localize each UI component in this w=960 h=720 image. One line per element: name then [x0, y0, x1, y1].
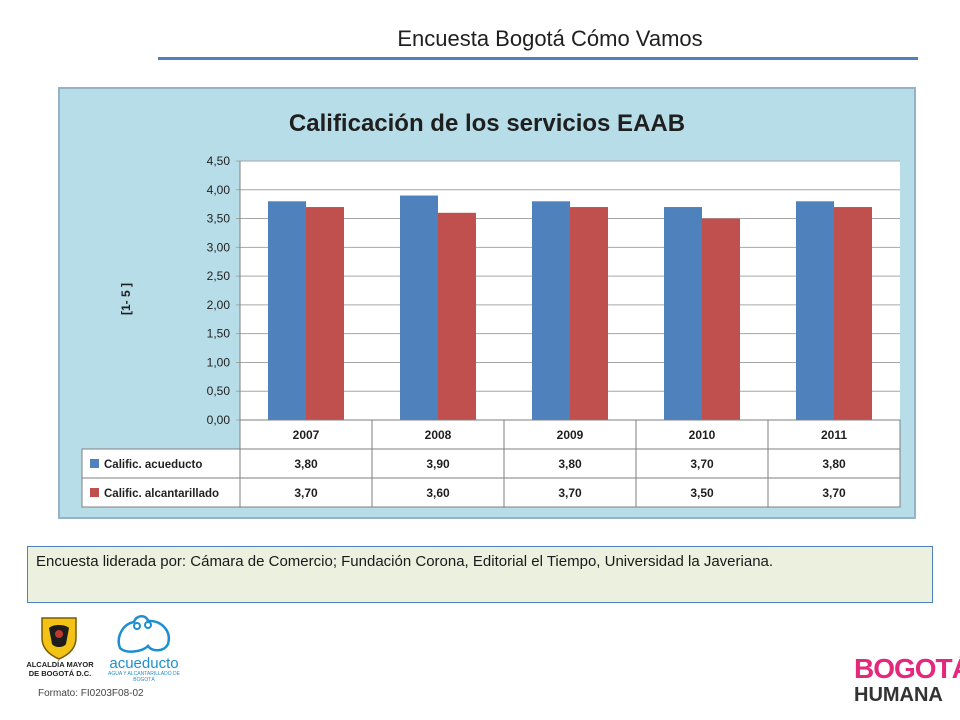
bar-alcantarillado	[702, 218, 740, 420]
x-tick-label: 2008	[425, 428, 452, 442]
bar-chart: Calificación de los servicios EAAB [1- 5…	[81, 110, 901, 508]
bar-alcantarillado	[306, 207, 344, 420]
bar-acueducto	[268, 201, 306, 420]
legend-swatch	[90, 459, 99, 468]
legend-label: Calific. acueducto	[104, 459, 202, 471]
humana-logo-text: HUMANA	[854, 684, 943, 706]
bogota-humana-logo: BOGOTÁ	[854, 653, 960, 684]
acueducto-logo-text: acueducto	[109, 655, 179, 672]
bar-acueducto	[532, 201, 570, 420]
table-row	[81, 448, 901, 479]
x-tick-label: 2011	[821, 428, 847, 442]
data-label: 3,70	[558, 486, 582, 500]
y-tick-label: 3,00	[207, 240, 231, 254]
data-label: 3,80	[558, 457, 582, 471]
coat-of-arms-icon	[41, 617, 77, 660]
data-label: 3,70	[294, 486, 318, 500]
bar-alcantarillado	[570, 207, 608, 420]
alcaldia-logo-text: ALCALDÍA MAYOR DE BOGOTÁ D.C.	[26, 660, 94, 678]
chart-panel: Calificación de los servicios EAAB [1- 5…	[58, 87, 916, 519]
chart-title: Calificación de los servicios EAAB	[289, 110, 685, 137]
y-tick-label: 2,00	[207, 298, 231, 312]
acueducto-frog-icon	[117, 615, 171, 653]
survey-note: Encuesta liderada por: Cámara de Comerci…	[27, 546, 933, 603]
y-tick-label: 2,50	[207, 269, 231, 283]
y-tick-label: 1,00	[207, 355, 231, 369]
data-label: 3,60	[426, 486, 450, 500]
format-code: Formato: FI0203F08-02	[38, 688, 144, 699]
legend-swatch	[90, 488, 99, 497]
y-axis-label: [1- 5 ]	[119, 283, 133, 315]
acueducto-logo-subtext: AGUA Y ALCANTARILLADO DE BOGOTÁ	[108, 671, 180, 683]
data-label: 3,80	[822, 457, 846, 471]
bar-acueducto	[400, 195, 438, 420]
y-tick-label: 0,00	[207, 413, 231, 427]
bar-alcantarillado	[834, 207, 872, 420]
data-label: 3,70	[690, 457, 714, 471]
y-tick-label: 3,50	[207, 212, 231, 226]
x-tick-label: 2010	[689, 428, 716, 442]
data-label: 3,80	[294, 457, 318, 471]
y-tick-label: 0,50	[207, 384, 231, 398]
data-label: 3,70	[822, 486, 846, 500]
bar-acueducto	[664, 207, 702, 420]
y-tick-label: 4,00	[207, 183, 231, 197]
y-tick-label: 4,50	[207, 154, 231, 168]
data-label: 3,90	[426, 457, 450, 471]
x-tick-label: 2009	[557, 428, 584, 442]
y-tick-label: 1,50	[207, 327, 231, 341]
title-divider	[158, 57, 918, 60]
data-label: 3,50	[690, 486, 714, 500]
legend-label: Calific. alcantarillado	[104, 488, 219, 500]
bar-alcantarillado	[438, 212, 476, 420]
x-tick-label: 2007	[293, 428, 320, 442]
bar-acueducto	[796, 201, 834, 420]
page-title: Encuesta Bogotá Cómo Vamos	[397, 26, 703, 51]
